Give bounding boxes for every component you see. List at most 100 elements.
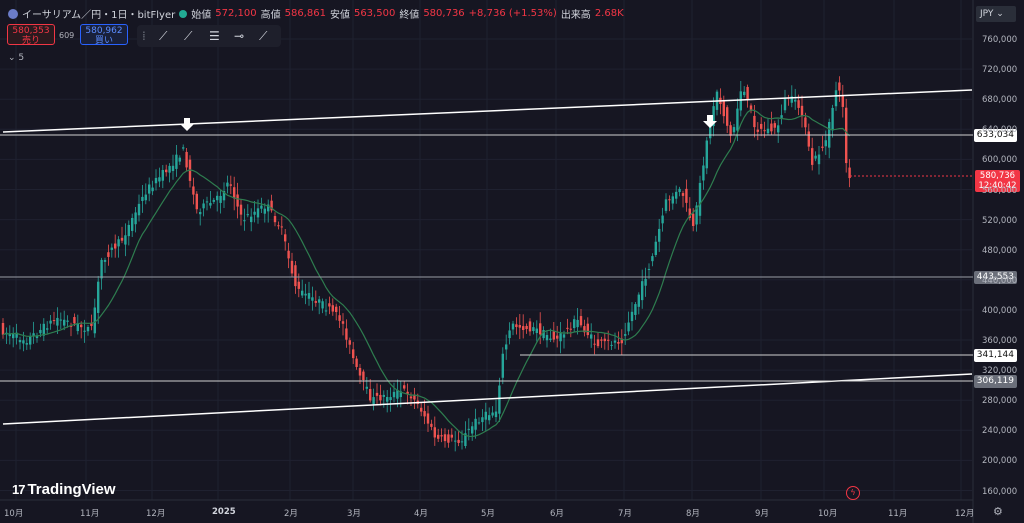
candle-body [328,303,331,307]
price-label-341144: 341,144 [973,349,1017,362]
candle-body [222,191,226,201]
candle-body [100,259,103,279]
candle-body [199,211,202,215]
candle-body [338,315,341,321]
candle-body [406,391,409,394]
candle-body [763,130,766,132]
candle-body [600,339,603,341]
candle-body [760,123,763,129]
trend-angle-icon[interactable]: ⟋ [259,29,268,43]
candle-body [226,182,229,187]
candle-body [556,335,559,339]
candle-body [800,105,804,116]
candle-body [423,411,426,417]
candle-body [396,389,399,399]
candle-body [83,330,86,332]
candle-body [661,215,664,224]
candle-body [617,342,620,344]
symbol-title[interactable]: イーサリアム／円・1日・bitFlyer [22,10,176,21]
candle-body [131,217,134,231]
drag-handle-icon[interactable]: ⁞ [142,29,146,43]
candle-body [42,323,45,336]
logo-text: TradingView [27,481,116,498]
candle-body [539,323,542,335]
candle-body [267,204,270,212]
price-tick-label: 760,000 [982,35,1018,45]
candle-body [246,214,249,216]
candle-body [161,170,164,181]
candle-body [314,301,317,303]
candle-body [664,199,668,211]
currency-select[interactable]: JPY ⌄ [976,6,1016,22]
candle-body [488,415,491,421]
candle-body [90,322,93,326]
candle-body [250,216,253,223]
horizontal-ray-icon[interactable]: ⊸ [234,29,245,43]
candle-body [154,177,158,184]
buy-button[interactable]: 580,962 買い [80,24,128,46]
time-tick-label: 5月 [481,509,495,519]
tradingview-logo[interactable]: 17 TradingView [12,481,116,498]
candle-body [739,91,742,111]
symbol-header: イーサリアム／円・1日・bitFlyer 始値 572,100 高値 586,8… [8,6,624,21]
candle-body [590,334,593,339]
candle-body [467,428,470,430]
candle-body [280,226,283,228]
candle-body [603,338,606,342]
candle-body [25,343,28,345]
candle-body [559,333,562,342]
candle-body [474,418,477,430]
low-label: 安値 [329,10,350,21]
candle-body [634,304,637,315]
candle-body [29,336,32,345]
candle-body [831,107,834,131]
candle-body [301,290,304,296]
high-value: 586,861 [284,8,326,19]
candle-body [535,328,538,334]
candle-body [114,243,117,249]
candle-body [294,265,297,287]
upper-trendline [2,89,973,133]
candle-body [749,105,753,111]
candle-body [569,328,572,330]
candle-body [372,397,375,405]
candle-body [573,319,576,329]
indicator-toggle[interactable]: ⌄ 5 [8,53,25,63]
candle-body [124,235,127,245]
candle-body [137,203,141,216]
candle-body [426,413,430,424]
candle-body [134,212,137,225]
candle-body [443,434,447,442]
candle-body [821,146,824,148]
candle-body [369,389,372,401]
candle-body [753,115,756,128]
time-tick-label: 10月 [4,509,24,519]
low-value: 563,500 [353,8,396,19]
candle-body [637,294,640,307]
settings-gear-icon[interactable]: ⚙ [993,505,1003,518]
candle-body [766,128,770,134]
line-tool-icon[interactable]: ⟋ [159,29,168,43]
candle-body [651,256,654,262]
candle-body [63,319,66,326]
price-label-443553: 443,553 [973,271,1017,284]
candle-body [80,324,83,328]
price-tick-label: 400,000 [982,305,1018,316]
price-tick-label: 280,000 [982,396,1018,407]
volume-label: 出来高 [560,10,591,21]
candle-body [705,140,708,169]
candle-body [76,323,79,332]
ray-tool-icon[interactable]: ⟋ [184,29,193,43]
candle-body [409,396,413,399]
candle-body [746,86,749,100]
candle-body [647,268,651,270]
sell-button[interactable]: 580,353 売り [7,24,55,46]
candle-body [804,117,807,128]
candle-body [460,441,464,443]
parallel-channel-icon[interactable]: ☰ [209,29,220,43]
candle-body [148,184,151,194]
alert-bolt-icon[interactable]: ϟ [846,486,860,500]
candle-body [341,321,345,324]
